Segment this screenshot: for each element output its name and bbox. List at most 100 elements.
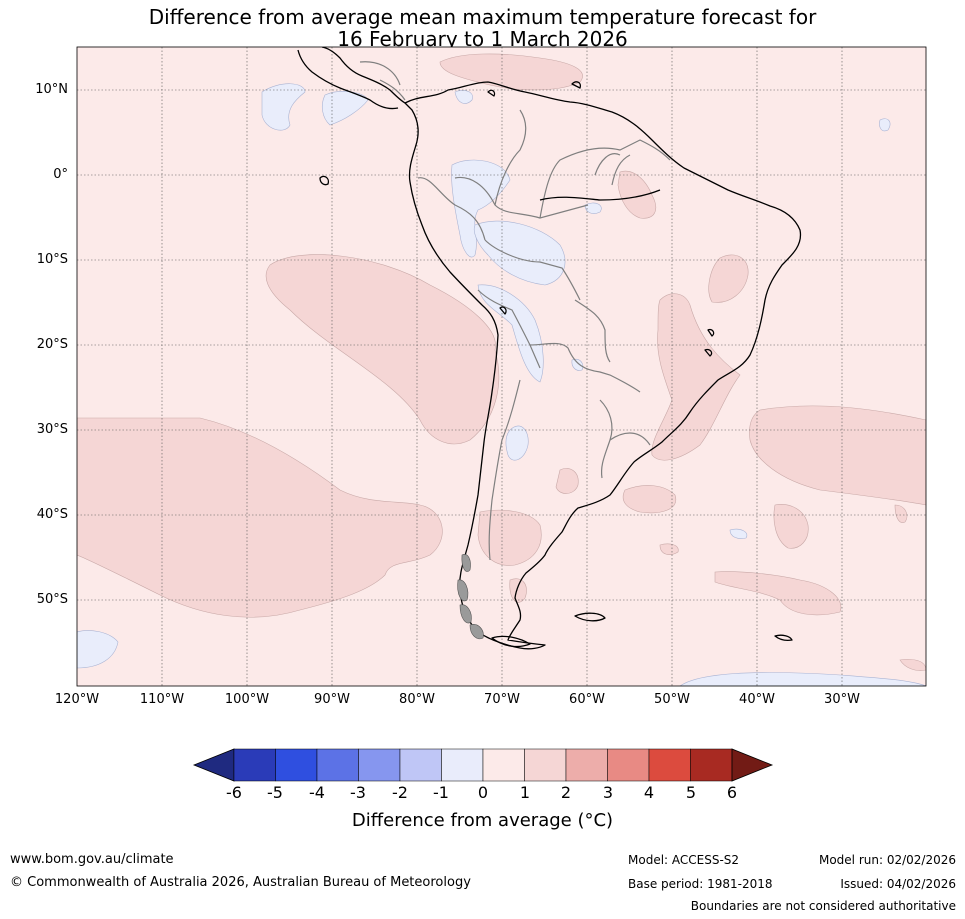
country-borders [359,61,671,561]
warm-region-amazon-mouth [617,170,656,219]
lat-label-equator: 0° [53,167,68,182]
colorbar-swatch [233,748,276,782]
colorbar-swatch [690,748,733,782]
lon-label-80w: 80°W [399,692,435,707]
coastline-lake-interior [707,328,715,337]
warm-region-falklands-east [659,543,679,555]
warm-region-south-pacific [77,417,443,618]
website-link[interactable]: www.bom.gov.au/climate [10,852,174,867]
colorbar-tick-label: 3 [602,783,614,802]
coastline-caribbean-island [487,89,496,97]
colorbar-tick-label: 2 [560,783,572,802]
warm-region-patagonia-shelf [509,578,527,603]
lat-label-40s: 40°S [36,507,68,522]
warm-region-uruguay-coast [622,485,677,514]
lat-label-30s: 30°S [36,422,68,437]
lon-label-40w: 40°W [739,692,775,707]
colorbar-swatch [399,748,442,782]
lon-label-70w: 70°W [484,692,520,707]
coastline-river-amazon [539,189,661,201]
cool-region-central-america [261,83,306,131]
colorbar-tick-label: -5 [267,783,283,802]
coastline-south-america [404,81,802,650]
graticule [77,47,926,686]
cool-region-amazon-southwest [473,220,566,286]
warm-region-far-east-2 [894,504,908,523]
lon-label-50w: 50°W [654,692,690,707]
coastline [297,47,802,650]
chilean-archipelago [457,554,484,640]
colorbar-arrow-high [731,748,774,782]
lat-label-50s: 50°S [36,592,68,607]
warm-region-south-atlantic-west [714,571,842,616]
colorbar-swatch [607,748,650,782]
coastline-trinidad [571,81,582,89]
colorbar-swatch [441,748,484,782]
colorbar [192,748,774,782]
colorbar-tick-label: 4 [643,783,655,802]
colorbar-arrow-low [192,748,235,782]
model-name: Model: ACCESS-S2 [628,853,740,867]
coastline-lake-south [704,348,713,357]
cool-region-paraguay [571,359,584,371]
boundaries-disclaimer: Boundaries are not considered authoritat… [690,899,956,913]
warm-region-east-pacific [265,254,500,445]
base-period: Base period: 1981-2018 [628,877,773,891]
lon-label-60w: 60°W [569,692,605,707]
colorbar-tick-label: 5 [685,783,697,802]
warm-region-caribbean [439,53,583,91]
cool-region-south-atlantic [679,672,926,686]
colorbar-swatch [648,748,691,782]
warm-region-chaco [555,468,579,494]
lat-label-10s: 10°S [36,252,68,267]
map-frame [76,46,927,687]
cool-region-guyana-coast [584,202,602,214]
warm-anomaly-regions [77,53,926,671]
copyright-notice: © Commonwealth of Australia 2026, Austra… [10,875,471,890]
lon-label-100w: 100°W [224,692,270,707]
cool-region-colombia-coast [454,90,473,104]
colorbar-swatch [524,748,567,782]
lon-label-120w: 120°W [54,692,100,707]
coastline-galapagos [319,175,330,186]
coastline-tierra-del-fuego [491,635,531,648]
colorbar-tick-label: -1 [433,783,449,802]
colorbar-tick-label: 1 [519,783,531,802]
warm-region-far-east [899,659,926,671]
coastline-central-america-pacific [297,49,399,110]
colorbar-tick-label: -3 [350,783,366,802]
lon-label-30w: 30°W [824,692,860,707]
colorbar-tick-label: -6 [226,783,242,802]
cool-region-atlantic-islet [729,528,748,539]
colorbar-tick-label: 0 [477,783,489,802]
lon-label-110w: 110°W [139,692,185,707]
warm-region-brazil-northeast [708,254,749,303]
colorbar-swatch [316,748,359,782]
coastline-central-america [321,47,406,104]
cool-region-southeast-pacific [77,630,119,669]
lat-label-20s: 20°S [36,337,68,352]
coastline-south-georgia [774,634,793,642]
warm-region-mid-atlantic [773,504,809,549]
colorbar-tick-label: -4 [309,783,325,802]
model-run-date: Model run: 02/02/2026 [818,853,956,867]
issued-date: Issued: 04/02/2026 [840,877,956,891]
colorbar-swatch [358,748,401,782]
warm-region-argentina [477,509,542,566]
coastline-lake-titicaca [499,306,507,315]
coastline-falklands [574,612,606,622]
colorbar-swatch [482,748,525,782]
warm-region-brazil-southeast [651,293,741,461]
colorbar-tick-label: 6 [726,783,738,802]
cool-anomaly-regions [77,83,926,686]
lat-label-10n: 10°N [35,82,68,97]
colorbar-label: Difference from average (°C) [351,810,614,831]
lon-label-90w: 90°W [314,692,350,707]
map-title-line-1: Difference from average mean maximum tem… [148,5,817,29]
cool-region-bolivia [477,284,544,383]
colorbar-swatch [275,748,318,782]
cool-region-chile-central [505,425,529,461]
colorbar-tick-label: -2 [392,783,408,802]
warm-region-south-atlantic-east [749,405,926,506]
cool-region-mid-atlantic-north [879,118,891,132]
